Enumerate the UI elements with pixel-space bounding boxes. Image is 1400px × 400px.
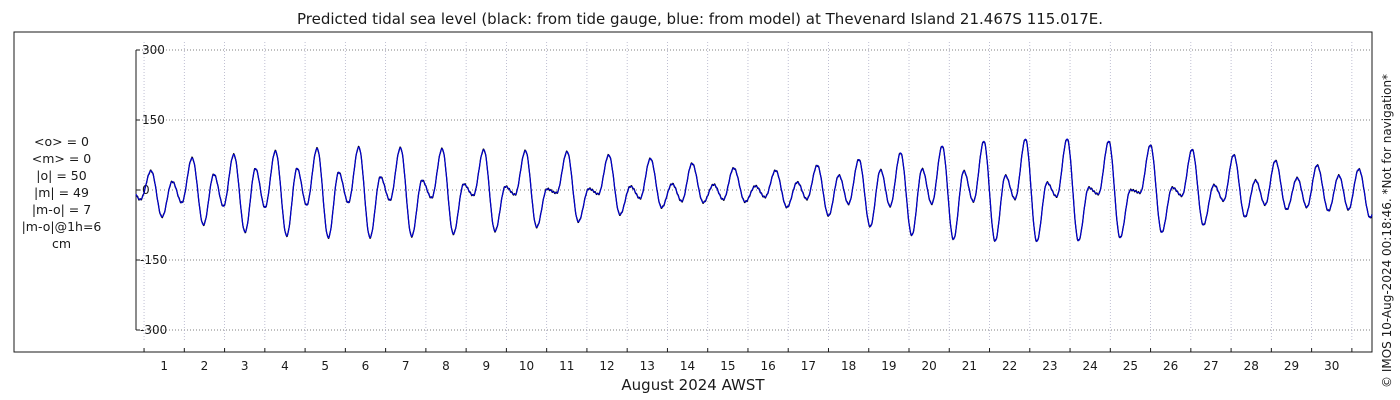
- y-axis-ticks: 300 150 0 -150 -300: [136, 43, 167, 337]
- plot-frame: [13, 31, 1373, 353]
- x-tick-label: 10: [519, 359, 534, 373]
- x-tick-label: 12: [599, 359, 614, 373]
- x-tick-label: 14: [680, 359, 695, 373]
- x-tick-label: 23: [1042, 359, 1057, 373]
- y-tick-label: 150: [142, 113, 165, 127]
- x-tick-label: 11: [559, 359, 574, 373]
- x-tick-label: 4: [281, 359, 289, 373]
- x-tick-label: 13: [640, 359, 655, 373]
- model-series: [135, 138, 1373, 242]
- x-tick-label: 29: [1284, 359, 1299, 373]
- series-lines: [135, 138, 1373, 243]
- x-tick-label: 25: [1123, 359, 1138, 373]
- y-tick-label: 300: [142, 43, 165, 57]
- stat-line: |m-o|@1h=6: [21, 219, 102, 234]
- x-tick-label: 7: [402, 359, 410, 373]
- x-tick-label: 17: [801, 359, 816, 373]
- statistics-box: <o> = 0 <m> = 0 |o| = 50 |m| = 49 |m-o| …: [14, 133, 109, 252]
- copyright-notice: © IMOS 10-Aug-2024 00:18:46. *Not for na…: [1380, 73, 1394, 388]
- x-axis-ticks: 1 2 3 4 5 6 7 8 9 10 11 12 13 14 15 16 17 18 19 20 21 22 23 24 2…: [143, 348, 1353, 373]
- y-tick-label: -150: [140, 253, 167, 267]
- x-tick-label: 1: [160, 359, 168, 373]
- x-tick-label: 18: [841, 359, 856, 373]
- x-tick-label: 8: [442, 359, 450, 373]
- x-tick-label: 19: [881, 359, 896, 373]
- stat-line: <m> = 0: [31, 151, 92, 166]
- x-tick-label: 9: [482, 359, 490, 373]
- x-tick-label: 16: [760, 359, 775, 373]
- chart-title: Predicted tidal sea level (black: from t…: [297, 10, 1103, 28]
- x-tick-label: 20: [921, 359, 936, 373]
- x-tick-label: 15: [720, 359, 735, 373]
- grid-lines: [136, 42, 1372, 340]
- x-tick-label: 21: [962, 359, 977, 373]
- x-tick-label: 3: [241, 359, 249, 373]
- x-tick-label: 30: [1324, 359, 1339, 373]
- x-tick-label: 26: [1163, 359, 1178, 373]
- x-tick-label: 5: [321, 359, 329, 373]
- x-tick-label: 22: [1002, 359, 1017, 373]
- x-axis-label: August 2024 AWST: [621, 376, 765, 394]
- x-tick-label: 27: [1203, 359, 1218, 373]
- y-tick-label: 0: [142, 183, 150, 197]
- x-tick-label: 6: [362, 359, 370, 373]
- x-tick-label: 24: [1083, 359, 1098, 373]
- x-tick-label: 28: [1244, 359, 1259, 373]
- x-tick-label: 2: [201, 359, 209, 373]
- stat-line: |m| = 49: [34, 185, 89, 200]
- stat-line: cm: [51, 236, 72, 251]
- stat-line: |o| = 50: [36, 168, 87, 183]
- y-tick-label: -300: [140, 323, 167, 337]
- stat-line: |m-o| = 7: [31, 202, 92, 217]
- stat-line: <o> = 0: [34, 134, 89, 149]
